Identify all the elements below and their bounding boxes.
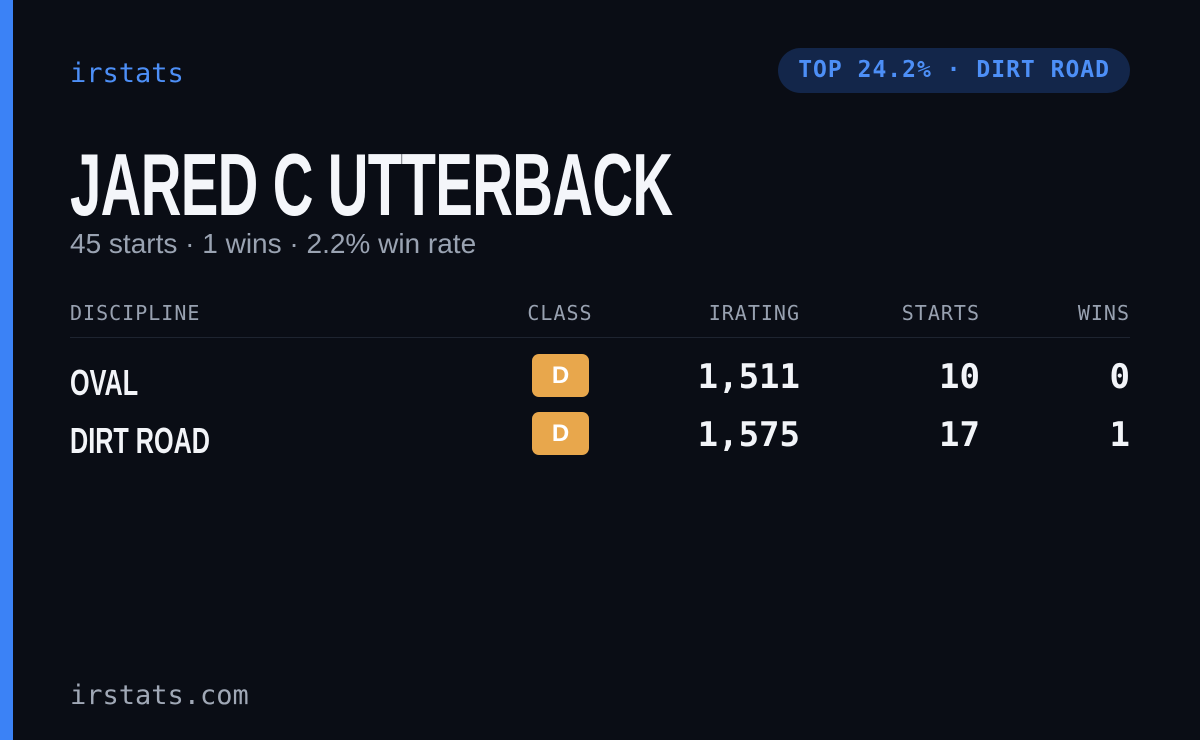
stat-value: 1,511 [697, 357, 800, 397]
column-header: IRATING [708, 301, 800, 325]
driver-summary: 45 starts · 1 wins · 2.2% win rate [70, 228, 477, 259]
brand: irstats [70, 58, 184, 89]
accent-stripe [0, 0, 13, 740]
stat-value: 10 [939, 357, 980, 397]
stat-value: 1,575 [697, 415, 800, 455]
class-badge: D [532, 354, 589, 397]
driver-name: JARED C UTTERBACK [70, 135, 673, 234]
discipline: OVAL [70, 362, 139, 403]
column-header: STARTS [901, 301, 980, 325]
column-header: WINS [1077, 301, 1130, 325]
class-badge: D [532, 412, 589, 455]
stat-value: 17 [939, 415, 980, 455]
rank-badge: TOP 24.2% · DIRT ROAD [778, 48, 1130, 93]
footer-url: irstats.com [70, 680, 249, 711]
header-rule [70, 337, 1130, 338]
column-header: CLASS [527, 301, 593, 325]
discipline: DIRT ROAD [70, 420, 210, 461]
stat-value: 1 [1109, 415, 1130, 455]
stat-value: 0 [1109, 357, 1130, 397]
column-header: DISCIPLINE [70, 301, 201, 325]
